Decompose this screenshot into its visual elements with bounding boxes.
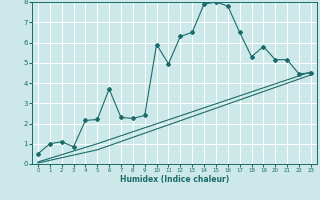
X-axis label: Humidex (Indice chaleur): Humidex (Indice chaleur)	[120, 175, 229, 184]
